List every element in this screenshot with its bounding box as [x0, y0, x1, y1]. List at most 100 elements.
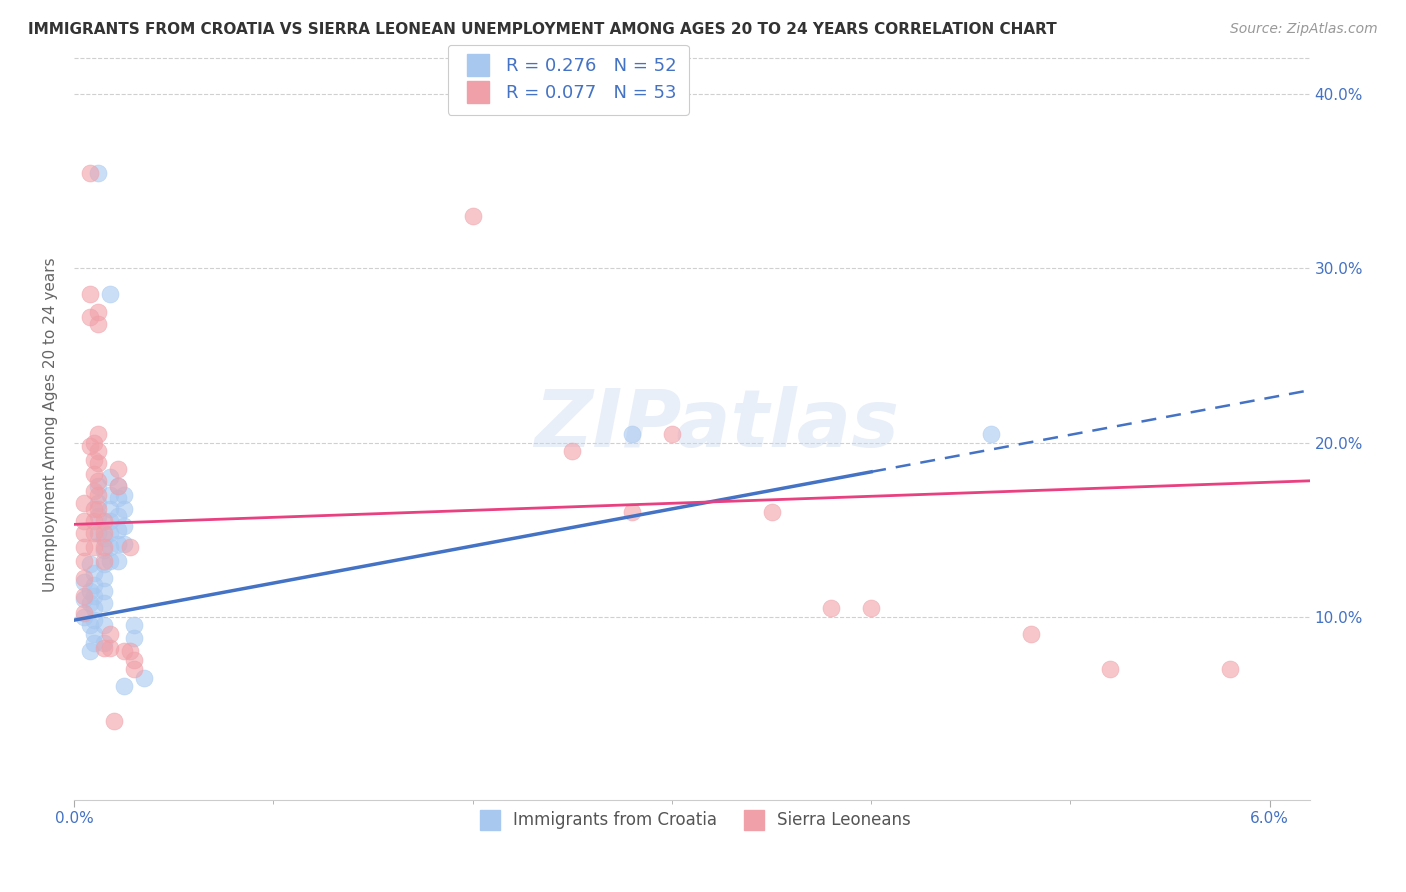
- Point: [98, 526, 121, 541]
- Point: [73, 609, 96, 624]
- Point: [621, 505, 644, 519]
- Point: [93, 618, 115, 632]
- Point: [79, 596, 101, 610]
- Point: [112, 679, 135, 693]
- Point: [122, 653, 145, 667]
- Legend: Immigrants from Croatia, Sierra Leoneans: Immigrants from Croatia, Sierra Leoneans: [467, 805, 917, 836]
- Point: [83, 601, 105, 615]
- Point: [112, 519, 135, 533]
- Point: [112, 501, 135, 516]
- Point: [93, 571, 115, 585]
- Point: [83, 540, 105, 554]
- Point: [83, 566, 105, 581]
- Point: [87, 479, 110, 493]
- Point: [79, 618, 101, 632]
- Text: Source: ZipAtlas.com: Source: ZipAtlas.com: [1230, 22, 1378, 37]
- Point: [73, 514, 96, 528]
- Point: [93, 531, 115, 545]
- Point: [107, 491, 129, 506]
- Point: [79, 439, 101, 453]
- Point: [98, 470, 121, 484]
- Point: [73, 526, 96, 541]
- Point: [98, 514, 121, 528]
- Point: [860, 601, 883, 615]
- Point: [122, 631, 145, 645]
- Point: [1099, 662, 1122, 676]
- Point: [93, 583, 115, 598]
- Point: [83, 435, 105, 450]
- Point: [93, 558, 115, 572]
- Point: [83, 589, 105, 603]
- Point: [98, 501, 121, 516]
- Point: [73, 496, 96, 510]
- Point: [621, 426, 644, 441]
- Point: [83, 526, 105, 541]
- Point: [107, 479, 129, 493]
- Point: [98, 488, 121, 502]
- Point: [112, 488, 135, 502]
- Point: [132, 671, 155, 685]
- Text: IMMIGRANTS FROM CROATIA VS SIERRA LEONEAN UNEMPLOYMENT AMONG AGES 20 TO 24 YEARS: IMMIGRANTS FROM CROATIA VS SIERRA LEONEA…: [28, 22, 1057, 37]
- Point: [107, 479, 129, 493]
- Point: [93, 636, 115, 650]
- Text: ZIPatlas: ZIPatlas: [534, 386, 898, 464]
- Point: [87, 426, 110, 441]
- Point: [79, 558, 101, 572]
- Point: [93, 526, 115, 541]
- Point: [107, 461, 129, 475]
- Point: [83, 467, 105, 481]
- Point: [661, 426, 683, 441]
- Point: [83, 514, 105, 528]
- Point: [73, 574, 96, 589]
- Point: [98, 554, 121, 568]
- Point: [980, 426, 1002, 441]
- Point: [461, 209, 484, 223]
- Point: [87, 305, 110, 319]
- Point: [87, 508, 110, 523]
- Point: [79, 165, 101, 179]
- Point: [122, 662, 145, 676]
- Point: [93, 543, 115, 558]
- Point: [73, 592, 96, 607]
- Point: [98, 287, 121, 301]
- Point: [73, 589, 96, 603]
- Point: [93, 540, 115, 554]
- Point: [87, 457, 110, 471]
- Point: [87, 496, 110, 510]
- Point: [93, 640, 115, 655]
- Point: [103, 714, 125, 728]
- Point: [87, 488, 110, 502]
- Point: [73, 571, 96, 585]
- Point: [761, 505, 783, 519]
- Point: [79, 287, 101, 301]
- Point: [107, 523, 129, 537]
- Point: [83, 627, 105, 641]
- Point: [79, 644, 101, 658]
- Point: [83, 613, 105, 627]
- Point: [73, 554, 96, 568]
- Point: [107, 536, 129, 550]
- Point: [1219, 662, 1241, 676]
- Point: [118, 644, 141, 658]
- Point: [98, 540, 121, 554]
- Point: [107, 508, 129, 523]
- Point: [87, 474, 110, 488]
- Point: [122, 618, 145, 632]
- Point: [87, 444, 110, 458]
- Point: [1019, 627, 1042, 641]
- Point: [73, 540, 96, 554]
- Point: [112, 644, 135, 658]
- Point: [83, 453, 105, 467]
- Point: [87, 526, 110, 541]
- Point: [98, 640, 121, 655]
- Point: [98, 627, 121, 641]
- Point: [93, 554, 115, 568]
- Point: [83, 484, 105, 499]
- Point: [79, 583, 101, 598]
- Point: [112, 536, 135, 550]
- Point: [93, 514, 115, 528]
- Point: [118, 540, 141, 554]
- Point: [87, 317, 110, 331]
- Point: [83, 636, 105, 650]
- Point: [83, 501, 105, 516]
